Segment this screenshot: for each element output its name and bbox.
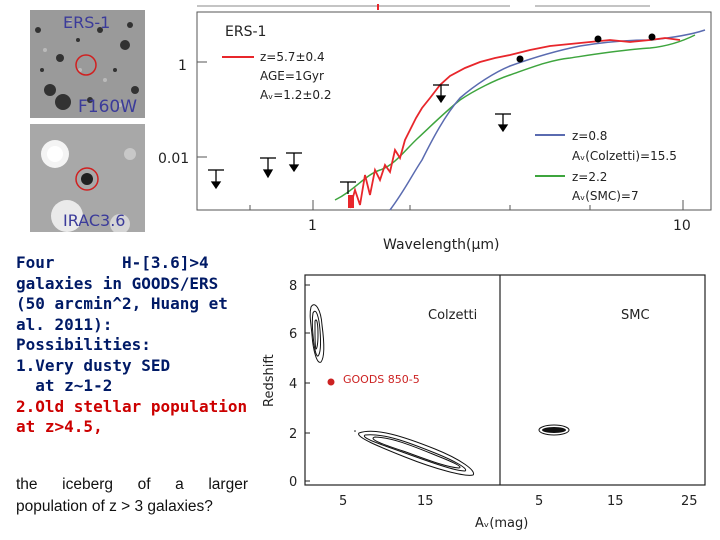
text-line-3: (50 arcmin^2, Huang et (16, 294, 228, 313)
legend-red-line3: Aᵥ=1.2±0.2 (260, 88, 332, 102)
ytick-1: 1 (178, 58, 187, 74)
xtick-right-5: 5 (535, 494, 543, 509)
ytick-6: 6 (289, 327, 297, 342)
goods-source-marker (327, 378, 335, 386)
xtick-left-5: 5 (339, 494, 347, 509)
text-line-4: al. 2011): (16, 314, 113, 334)
contours-colzetti-high (309, 304, 325, 363)
goods-source-label: GOODS 850-5 (343, 373, 420, 386)
irac-stamp: IRAC3.6 (30, 124, 145, 232)
legend-green-line2: Aᵥ(SMC)=7 (572, 189, 639, 203)
slide-text-block: Four H-[3.6]>4 galaxies in GOODS/ERS (50… (16, 253, 248, 438)
irac-image (30, 124, 145, 232)
text-line-6: 1.Very dusty SED (16, 355, 171, 375)
xtick-left-15: 15 (417, 494, 434, 509)
text-line-7: at z~1-2 (16, 376, 113, 395)
xtick-right-25: 25 (681, 494, 698, 509)
stamp-top-band: F160W (78, 97, 138, 117)
upper-limits (208, 84, 511, 194)
note-line-1: the iceberg of a larger (16, 476, 248, 493)
f160w-stamp: ERS-1 F160W (30, 10, 145, 118)
note-line-2: population of z > 3 galaxies? (16, 498, 213, 515)
text-line-2: galaxies in GOODS/ERS (16, 273, 219, 293)
panel-smc-label: SMC (621, 308, 650, 323)
legend-blue-line1: z=0.8 (572, 129, 607, 143)
f160w-image (30, 10, 145, 118)
sed-legend-title: ERS-1 (225, 24, 266, 40)
stamp-top-label: ERS-1 (63, 13, 111, 32)
text-line-8: 2.Old stellar population (16, 396, 248, 416)
text-line-9: at z>4.5, (16, 417, 103, 436)
ytick-0.01: 0.01 (158, 151, 189, 167)
ytick-2: 2 (289, 427, 297, 442)
xtick-1: 1 (308, 218, 317, 234)
text-line-1: Four H-[3.6]>4 (16, 253, 209, 272)
green-sed-curve (334, 34, 696, 201)
contours-colzetti-low (358, 430, 475, 476)
sed-xlabel: Wavelength(μm) (383, 237, 500, 252)
ytick-4: 4 (289, 377, 297, 392)
contours-smc (542, 427, 566, 433)
target-circle-bottom (75, 167, 99, 191)
xtick-right-15: 15 (607, 494, 624, 509)
xtick-10: 10 (673, 218, 691, 234)
text-line-5: Possibilities: (16, 335, 151, 354)
panel-colzetti-label: Colzetti (428, 308, 477, 323)
contour-xlabel: Aᵥ(mag) (475, 516, 528, 531)
legend-blue-line2: Aᵥ(Colzetti)=15.5 (572, 149, 677, 163)
sed-plot: 1 0.01 1 10 Wavelength(μm) ERS-1 z=5.7±0… (158, 4, 712, 252)
sed-points (516, 33, 656, 63)
stamp-bottom-band: IRAC3.6 (63, 211, 126, 230)
contour-plot: 8 6 4 2 0 Redshift 5 15 5 15 25 Aᵥ(mag) … (262, 274, 706, 531)
legend-green-line1: z=2.2 (572, 170, 607, 184)
legend-red-line2: AGE=1Gyr (260, 69, 324, 83)
target-circle-top (75, 54, 97, 76)
red-sed-curve (349, 37, 681, 209)
slide-note: the iceberg of a larger population of z … (16, 474, 248, 518)
contour-ylabel: Redshift (262, 354, 277, 407)
red-spike (348, 195, 354, 208)
legend-red-line1: z=5.7±0.4 (260, 50, 325, 64)
ytick-8: 8 (289, 279, 297, 294)
ytick-0: 0 (289, 475, 297, 490)
